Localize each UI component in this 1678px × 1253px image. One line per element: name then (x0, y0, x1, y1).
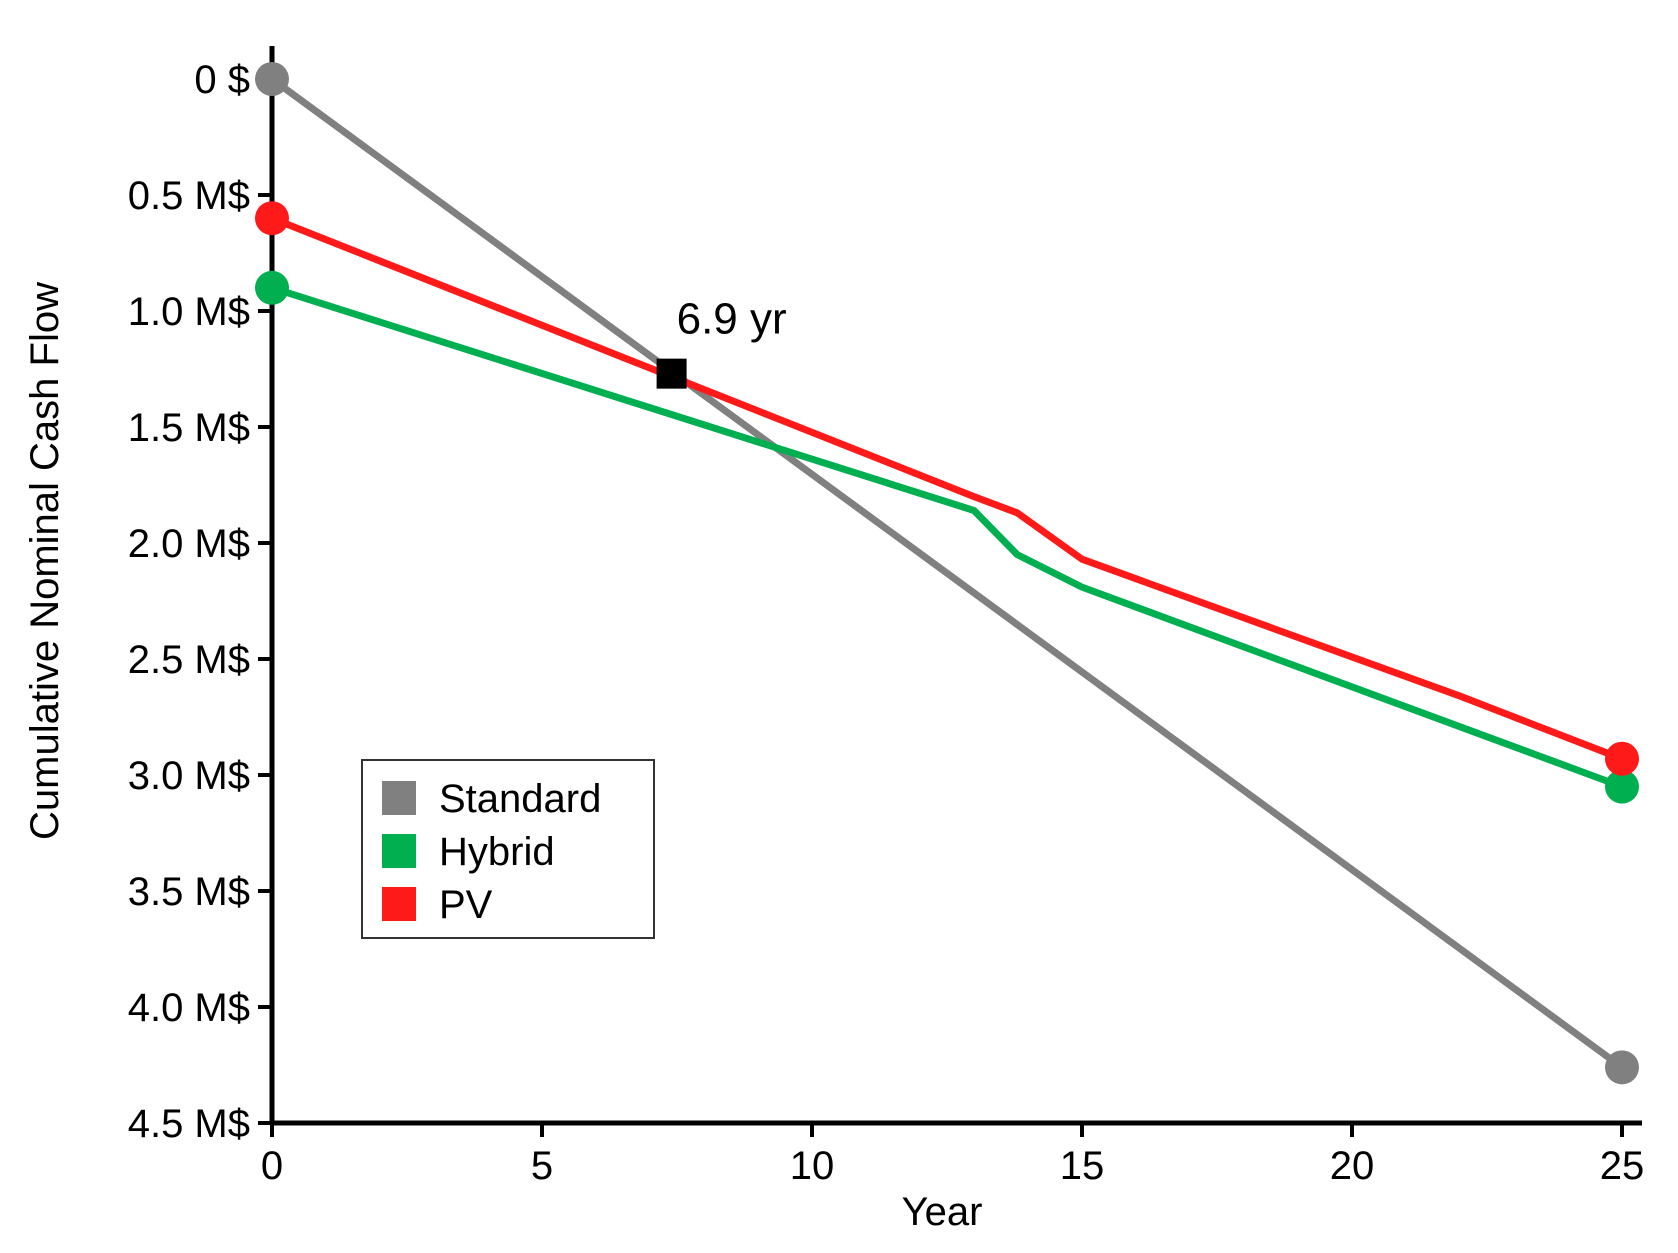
x-tick-label: 5 (531, 1144, 553, 1188)
x-tick-label: 0 (261, 1144, 283, 1188)
legend-swatch-standard (382, 781, 416, 815)
x-tick-label: 10 (790, 1144, 835, 1188)
payback-marker (656, 358, 687, 389)
point-standard-end (1605, 1050, 1639, 1085)
y-tick-label: 3.5 M$ (128, 870, 250, 914)
y-tick-label: 2.5 M$ (128, 638, 250, 682)
point-pv-end (1605, 741, 1639, 776)
payback-label: 6.9 yr (677, 295, 787, 344)
x-tick-label: 15 (1060, 1144, 1105, 1188)
y-tick-label: 0 $ (194, 58, 250, 102)
point-pv-start (255, 201, 289, 236)
series-line-pv (268, 214, 1626, 763)
y-axis-title: Cumulative Nominal Cash Flow (23, 282, 67, 840)
y-tick-label: 4.0 M$ (128, 986, 250, 1030)
point-hybrid-end (1605, 769, 1639, 804)
series-line-standard (268, 75, 1626, 1071)
x-axis-title: Year (902, 1190, 983, 1234)
series-line-hybrid (268, 284, 1626, 791)
y-tick-label: 4.5 M$ (128, 1102, 250, 1146)
legend-swatch-hybrid (382, 834, 416, 868)
axes-layer: 0 $ 0.5 M$ 1.0 M$ 1.5 M$ 2.0 M$ 2.5 M$ 3.0 M$ 3… (23, 46, 1644, 1234)
y-tick-label: 1.5 M$ (128, 406, 250, 450)
legend-label-hybrid: Hybrid (439, 830, 555, 874)
legend-label-standard: Standard (439, 777, 601, 821)
markers-layer (255, 62, 1639, 1085)
annotation-layer: 6.9 yr (656, 295, 787, 389)
y-tick-label: 1.0 M$ (128, 290, 250, 334)
legend: Standard Hybrid PV (361, 759, 655, 939)
x-tick-label: 25 (1600, 1144, 1645, 1188)
y-tick-label: 2.0 M$ (128, 522, 250, 566)
point-standard-start (255, 62, 289, 96)
y-tick-label: 0.5 M$ (128, 174, 250, 218)
point-hybrid-start (255, 270, 289, 305)
series-layer (268, 75, 1626, 1071)
legend-label-pv: PV (439, 883, 493, 927)
legend-swatch-pv (382, 887, 416, 921)
x-tick-label: 20 (1330, 1144, 1375, 1188)
y-tick-label: 3.0 M$ (128, 754, 250, 798)
